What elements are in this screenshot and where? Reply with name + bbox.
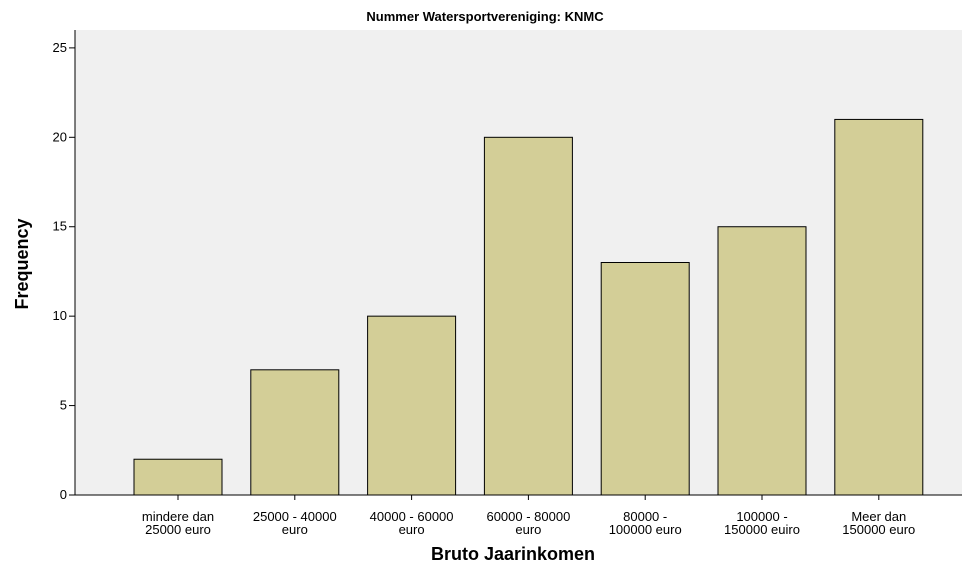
x-axis-title: Bruto Jaarinkomen xyxy=(431,544,595,564)
x-tick-label: 60000 - 80000 euro xyxy=(486,509,570,537)
y-tick-label: 5 xyxy=(60,398,67,413)
x-axis-ticks: mindere dan 25000 euro 25000 - 40000 euro 40… xyxy=(142,495,915,537)
bar xyxy=(834,118,924,496)
y-tick-label: 10 xyxy=(53,308,67,323)
y-tick-label: 15 xyxy=(53,219,67,234)
y-tick-label: 25 xyxy=(53,40,67,55)
x-tick-label: 100000 -150000 euiro xyxy=(724,509,800,537)
bar xyxy=(133,458,223,496)
chart-title: Nummer Watersportvereniging: KNMC xyxy=(366,9,604,24)
bar xyxy=(483,136,573,496)
x-tick-label: 40000 - 60000 euro xyxy=(370,509,454,537)
bar xyxy=(600,262,690,496)
y-tick-label: 20 xyxy=(53,129,67,144)
x-tick-label: mindere dan 25000 euro xyxy=(142,509,214,537)
x-tick-label: 80000 -100000 euro xyxy=(609,509,682,537)
bar xyxy=(717,226,807,496)
x-tick-label: 25000 - 40000 euro xyxy=(253,509,337,537)
bar xyxy=(250,369,340,496)
y-tick-label: 0 xyxy=(60,487,67,502)
y-axis-ticks: 0 5 10 15 20 25 xyxy=(53,40,75,502)
x-tick-label: Meer dan 150000 euro xyxy=(842,509,915,537)
bars-group xyxy=(133,118,924,496)
bar xyxy=(367,315,457,496)
y-axis-title: Frequency xyxy=(12,218,32,309)
